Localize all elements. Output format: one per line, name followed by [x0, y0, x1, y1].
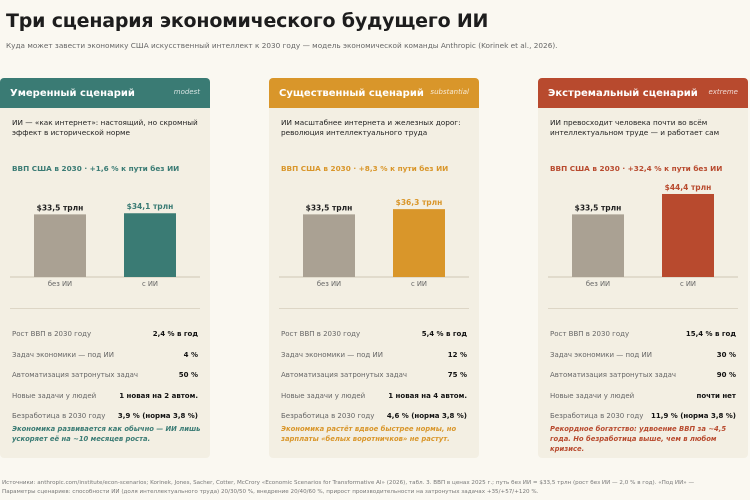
page-title: Три сценария экономического будущего ИИ — [6, 10, 489, 32]
stat-value: 3,9 % (норма 3,8 %) — [117, 412, 198, 421]
scenario-card-substantial: Существенный сценарий substantial ИИ мас… — [269, 78, 479, 458]
stat-row: Безработица в 2030 году 4,6 % (норма 3,8 … — [281, 406, 467, 427]
divider — [548, 308, 738, 309]
page-subtitle: Куда может завести экономику США искусст… — [6, 41, 558, 50]
bar-with-ai — [393, 209, 445, 277]
card-tag: modest — [173, 88, 200, 96]
stat-row: Безработица в 2030 году 3,9 % (норма 3,8 … — [12, 406, 198, 427]
bar-without-ai — [303, 214, 355, 277]
bar-without-ai — [572, 214, 624, 277]
card-title: Экстремальный сценарий — [548, 87, 698, 99]
card-description: ИИ масштабнее интернета и железных дорог… — [281, 118, 461, 137]
bar-value-label: $44,4 трлн — [665, 183, 712, 192]
gdp-bar-chart: $33,5 трлн без ИИ $36,3 трлн с ИИ — [279, 198, 469, 288]
stat-label: Автоматизация затронутых задач — [281, 371, 408, 380]
bar-category-label: без ИИ — [586, 280, 610, 288]
card-tag: extreme — [708, 88, 738, 96]
divider — [279, 308, 469, 309]
stat-label: Задач экономики — под ИИ — [12, 350, 114, 359]
stat-row: Рост ВВП в 2030 году 5,4 % в год — [281, 324, 467, 345]
stat-value: 1 новая на 4 автом. — [388, 391, 467, 400]
stat-value: 4,6 % (норма 3,8 %) — [386, 412, 467, 421]
stat-row: Задач экономики — под ИИ 12 % — [281, 345, 467, 366]
stat-value: почти нет — [696, 391, 737, 400]
stat-label: Безработица в 2030 году — [281, 412, 375, 421]
stat-label: Новые задачи у людей — [281, 391, 366, 400]
stat-row: Рост ВВП в 2030 году 2,4 % в год — [12, 324, 198, 345]
divider — [10, 308, 200, 309]
stat-row: Новые задачи у людей почти нет — [550, 386, 736, 407]
stat-row: Задач экономики — под ИИ 4 % — [12, 345, 198, 366]
bar-category-label: с ИИ — [411, 280, 427, 288]
bar-category-label: с ИИ — [680, 280, 696, 288]
stat-label: Задач экономики — под ИИ — [550, 350, 652, 359]
gdp-bar-chart: $33,5 трлн без ИИ $34,1 трлн с ИИ — [10, 202, 200, 288]
card-title: Существенный сценарий — [279, 87, 424, 99]
card-note: Рекордное богатство: удвоение ВВП за ~4,… — [550, 425, 727, 453]
stat-label: Рост ВВП в 2030 году — [550, 330, 630, 339]
card-gdp-line: ВВП США в 2030 · +1,6 % к пути без ИИ — [12, 164, 180, 173]
stat-value: 30 % — [716, 350, 736, 359]
card-header: Существенный сценарий substantial — [269, 78, 479, 108]
stat-value: 12 % — [447, 350, 467, 359]
bar-value-label: $33,5 трлн — [575, 203, 622, 212]
scenario-card-extreme: Экстремальный сценарий extreme ИИ превос… — [538, 78, 748, 458]
bar-category-label: с ИИ — [142, 280, 158, 288]
bar-with-ai — [124, 213, 176, 277]
bar-category-label: без ИИ — [317, 280, 341, 288]
stats-list: Рост ВВП в 2030 году 5,4 % в год Задач эк… — [281, 324, 467, 427]
footer-line: Источники: anthropic.com/institute/econ-… — [2, 480, 695, 486]
stat-value: 5,4 % в год — [421, 330, 467, 339]
card-title: Умеренный сценарий — [10, 87, 135, 99]
stat-label: Безработица в 2030 году — [550, 412, 644, 421]
stat-value: 1 новая на 2 автом. — [119, 391, 198, 400]
bar-with-ai — [662, 193, 714, 277]
stats-list: Рост ВВП в 2030 году 2,4 % в год Задач эк… — [12, 324, 198, 427]
card-gdp-line: ВВП США в 2030 · +8,3 % к пути без ИИ — [281, 164, 449, 173]
stat-label: Безработица в 2030 году — [12, 412, 106, 421]
stat-row: Рост ВВП в 2030 году 15,4 % в год — [550, 324, 736, 345]
stat-value: 15,4 % в год — [685, 330, 736, 339]
card-tag: substantial — [430, 88, 469, 96]
gdp-bar-chart: $33,5 трлн без ИИ $44,4 трлн с ИИ — [548, 183, 738, 288]
stat-label: Новые задачи у людей — [12, 391, 97, 400]
bar-value-label: $33,5 трлн — [37, 203, 84, 212]
stat-value: 75 % — [447, 371, 467, 380]
stat-value: 90 % — [716, 371, 736, 380]
stat-row: Новые задачи у людей 1 новая на 4 автом. — [281, 386, 467, 407]
bar-without-ai — [34, 214, 86, 277]
card-description: ИИ превосходит человека почти во всём ин… — [550, 118, 720, 137]
stat-row: Новые задачи у людей 1 новая на 2 автом. — [12, 386, 198, 407]
stat-label: Автоматизация затронутых задач — [550, 371, 677, 380]
stat-row: Безработица в 2030 году 11,9 % (норма 3,8… — [550, 406, 736, 427]
bar-value-label: $36,3 трлн — [396, 198, 443, 207]
stat-label: Рост ВВП в 2030 году — [12, 330, 92, 339]
stat-row: Задач экономики — под ИИ 30 % — [550, 345, 736, 366]
stat-row: Автоматизация затронутых задач 50 % — [12, 365, 198, 386]
stat-label: Новые задачи у людей — [550, 391, 635, 400]
footer-line: Параметры сценариев: способности ИИ (дол… — [2, 489, 539, 495]
stat-value: 2,4 % в год — [152, 330, 198, 339]
footer-sources: Источники: anthropic.com/institute/econ-… — [2, 479, 748, 497]
stat-label: Рост ВВП в 2030 году — [281, 330, 361, 339]
stats-list: Рост ВВП в 2030 году 15,4 % в год Задач э… — [550, 324, 736, 427]
stat-value: 50 % — [178, 371, 198, 380]
card-header: Экстремальный сценарий extreme — [538, 78, 748, 108]
bar-category-label: без ИИ — [48, 280, 72, 288]
stat-label: Задач экономики — под ИИ — [281, 350, 383, 359]
card-note: Экономика растёт вдвое быстрее нормы, но… — [281, 425, 457, 443]
stat-row: Автоматизация затронутых задач 90 % — [550, 365, 736, 386]
card-header: Умеренный сценарий modest — [0, 78, 210, 108]
stat-value: 11,9 % (норма 3,8 %) — [651, 412, 736, 421]
bar-value-label: $34,1 трлн — [127, 202, 174, 211]
card-gdp-line: ВВП США в 2030 · +32,4 % к пути без ИИ — [550, 164, 723, 173]
stat-label: Автоматизация затронутых задач — [12, 371, 139, 380]
stat-value: 4 % — [183, 350, 198, 359]
bar-value-label: $33,5 трлн — [306, 203, 353, 212]
scenario-card-moderate: Умеренный сценарий modest ИИ — «как инте… — [0, 78, 210, 458]
card-description: ИИ — «как интернет»: настоящий, но скром… — [12, 118, 198, 137]
card-note: Экономика развивается как обычно — ИИ ли… — [12, 425, 201, 443]
stat-row: Автоматизация затронутых задач 75 % — [281, 365, 467, 386]
